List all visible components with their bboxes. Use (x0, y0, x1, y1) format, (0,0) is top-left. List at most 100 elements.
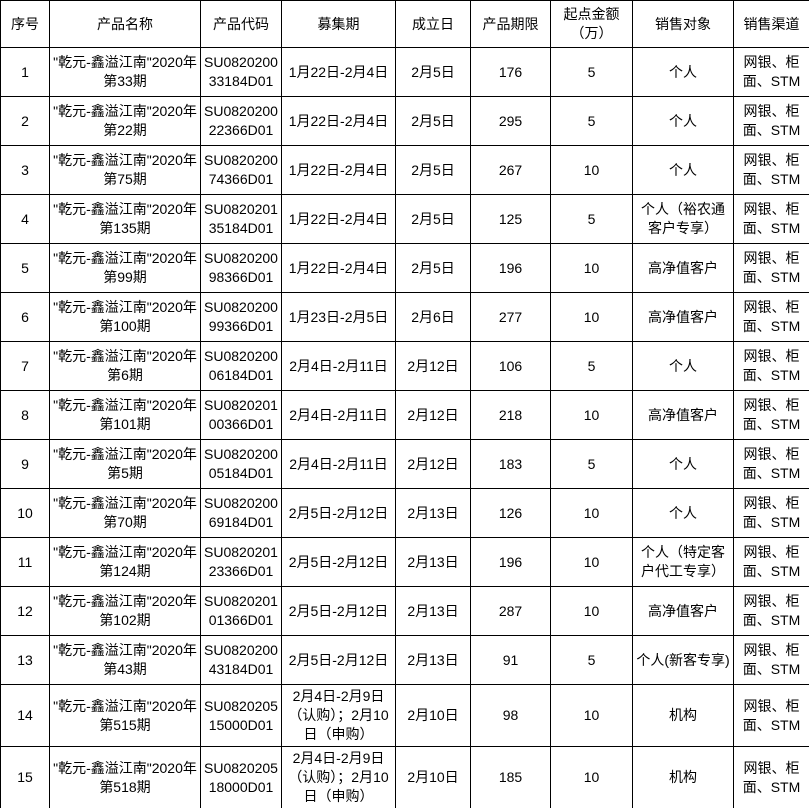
cell-sales-channel: 网银、柜面、STM (733, 341, 809, 391)
cell-term: 287 (470, 586, 551, 636)
cell-term: 196 (470, 243, 551, 293)
cell-term: 106 (470, 341, 551, 391)
cell-value-date: 2月5日 (395, 243, 471, 293)
cell-term: 125 (470, 194, 551, 244)
cell-sales-channel: 网银、柜面、STM (733, 488, 809, 538)
cell-min-amount: 10 (550, 746, 633, 808)
cell-seq: 4 (0, 194, 50, 244)
table-row: 6 "乾元-鑫溢江南"2020年第100期 SU082020099366D01 1月2… (0, 292, 809, 342)
cell-code: SU082020518000D01 (200, 746, 282, 808)
cell-sales-target: 个人 (632, 341, 734, 391)
cell-name: "乾元-鑫溢江南"2020年第43期 (49, 635, 201, 685)
cell-raise-period: 2月5日-2月12日 (281, 488, 396, 538)
cell-raise-period: 1月22日-2月4日 (281, 47, 396, 97)
cell-term: 295 (470, 96, 551, 146)
cell-code: SU082020043184D01 (200, 635, 282, 685)
cell-code: SU082020069184D01 (200, 488, 282, 538)
cell-code: SU082020033184D01 (200, 47, 282, 97)
cell-name: "乾元-鑫溢江南"2020年第124期 (49, 537, 201, 587)
cell-min-amount: 5 (550, 47, 633, 97)
table-row: 8 "乾元-鑫溢江南"2020年第101期 SU082020100366D01 2月4… (0, 390, 809, 440)
table-row: 11 "乾元-鑫溢江南"2020年第124期 SU082020123366D01 2月… (0, 537, 809, 587)
cell-seq: 11 (0, 537, 50, 587)
column-header-sales-target: 销售对象 (632, 0, 734, 48)
cell-min-amount: 10 (550, 684, 633, 747)
cell-sales-target: 机构 (632, 684, 734, 747)
cell-min-amount: 5 (550, 96, 633, 146)
cell-name: "乾元-鑫溢江南"2020年第75期 (49, 145, 201, 195)
cell-code: SU082020101366D01 (200, 586, 282, 636)
cell-name: "乾元-鑫溢江南"2020年第99期 (49, 243, 201, 293)
cell-code: SU082020123366D01 (200, 537, 282, 587)
cell-sales-target: 个人 (632, 96, 734, 146)
cell-raise-period: 1月22日-2月4日 (281, 145, 396, 195)
cell-term: 176 (470, 47, 551, 97)
cell-min-amount: 10 (550, 243, 633, 293)
cell-raise-period: 1月22日-2月4日 (281, 96, 396, 146)
cell-value-date: 2月5日 (395, 145, 471, 195)
cell-sales-target: 个人 (632, 145, 734, 195)
table-row: 10 "乾元-鑫溢江南"2020年第70期 SU082020069184D01 2月5… (0, 488, 809, 538)
cell-code: SU082020515000D01 (200, 684, 282, 747)
cell-name: "乾元-鑫溢江南"2020年第102期 (49, 586, 201, 636)
cell-value-date: 2月5日 (395, 47, 471, 97)
cell-min-amount: 10 (550, 145, 633, 195)
cell-raise-period: 2月4日-2月11日 (281, 341, 396, 391)
cell-term: 277 (470, 292, 551, 342)
column-header-raise-period: 募集期 (281, 0, 396, 48)
cell-name: "乾元-鑫溢江南"2020年第518期 (49, 746, 201, 808)
cell-value-date: 2月13日 (395, 586, 471, 636)
cell-seq: 7 (0, 341, 50, 391)
cell-sales-channel: 网银、柜面、STM (733, 684, 809, 747)
header-row: 序号 产品名称 产品代码 募集期 成立日 产品期限 起点金额（万） 销售对象 销售渠道 (0, 0, 809, 48)
cell-term: 267 (470, 145, 551, 195)
cell-seq: 3 (0, 145, 50, 195)
cell-name: "乾元-鑫溢江南"2020年第33期 (49, 47, 201, 97)
table-row: 1 "乾元-鑫溢江南"2020年第33期 SU082020033184D01 1月22… (0, 47, 809, 97)
cell-term: 185 (470, 746, 551, 808)
cell-seq: 1 (0, 47, 50, 97)
table-row: 15 "乾元-鑫溢江南"2020年第518期 SU082020518000D01 2月… (0, 746, 809, 808)
column-header-sales-channel: 销售渠道 (733, 0, 809, 48)
cell-sales-channel: 网银、柜面、STM (733, 537, 809, 587)
cell-raise-period: 2月5日-2月12日 (281, 586, 396, 636)
table-row: 5 "乾元-鑫溢江南"2020年第99期 SU082020098366D01 1月22… (0, 243, 809, 293)
cell-term: 126 (470, 488, 551, 538)
cell-code: SU082020006184D01 (200, 341, 282, 391)
cell-raise-period: 1月22日-2月4日 (281, 243, 396, 293)
table-row: 2 "乾元-鑫溢江南"2020年第22期 SU082020022366D01 1月22… (0, 96, 809, 146)
cell-code: SU082020099366D01 (200, 292, 282, 342)
cell-raise-period: 1月23日-2月5日 (281, 292, 396, 342)
table-row: 4 "乾元-鑫溢江南"2020年第135期 SU082020135184D01 1月2… (0, 194, 809, 244)
cell-sales-target: 高净值客户 (632, 390, 734, 440)
cell-seq: 15 (0, 746, 50, 808)
cell-min-amount: 10 (550, 390, 633, 440)
column-header-name: 产品名称 (49, 0, 201, 48)
cell-sales-channel: 网银、柜面、STM (733, 586, 809, 636)
cell-name: "乾元-鑫溢江南"2020年第22期 (49, 96, 201, 146)
cell-raise-period: 2月4日-2月11日 (281, 390, 396, 440)
cell-code: SU082020022366D01 (200, 96, 282, 146)
cell-name: "乾元-鑫溢江南"2020年第100期 (49, 292, 201, 342)
column-header-code: 产品代码 (200, 0, 282, 48)
cell-raise-period: 2月4日-2月9日（认购）；2月10日（申购） (281, 746, 396, 808)
cell-sales-target: 高净值客户 (632, 586, 734, 636)
cell-seq: 5 (0, 243, 50, 293)
cell-min-amount: 5 (550, 341, 633, 391)
cell-value-date: 2月12日 (395, 390, 471, 440)
cell-seq: 8 (0, 390, 50, 440)
cell-name: "乾元-鑫溢江南"2020年第135期 (49, 194, 201, 244)
cell-sales-target: 高净值客户 (632, 243, 734, 293)
cell-seq: 2 (0, 96, 50, 146)
cell-sales-channel: 网银、柜面、STM (733, 292, 809, 342)
cell-value-date: 2月13日 (395, 635, 471, 685)
cell-sales-channel: 网银、柜面、STM (733, 746, 809, 808)
cell-value-date: 2月5日 (395, 194, 471, 244)
cell-sales-target: 机构 (632, 746, 734, 808)
cell-value-date: 2月13日 (395, 488, 471, 538)
cell-min-amount: 5 (550, 194, 633, 244)
cell-sales-channel: 网银、柜面、STM (733, 47, 809, 97)
cell-name: "乾元-鑫溢江南"2020年第101期 (49, 390, 201, 440)
cell-sales-target: 个人(新客专享) (632, 635, 734, 685)
cell-code: SU082020005184D01 (200, 439, 282, 489)
